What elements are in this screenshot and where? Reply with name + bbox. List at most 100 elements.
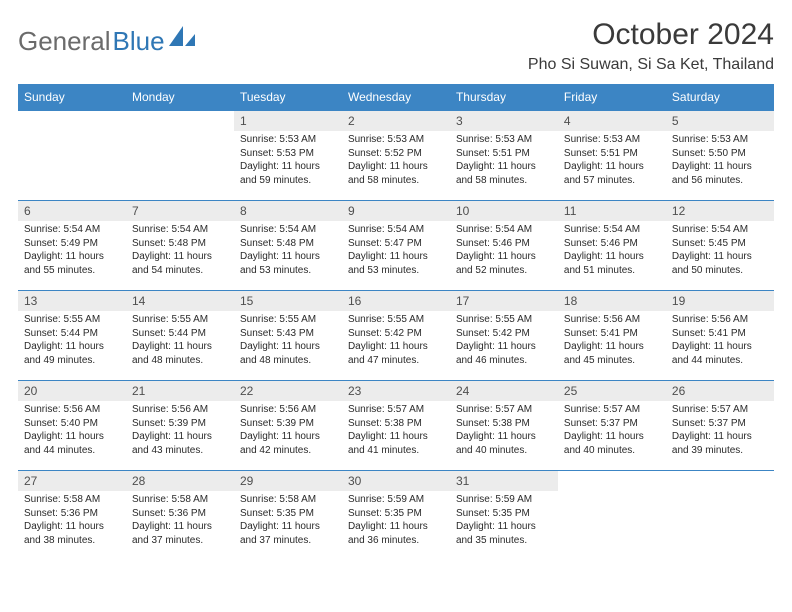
- day-cell: 21Sunrise: 5:56 AMSunset: 5:39 PMDayligh…: [126, 381, 234, 471]
- day-details: Sunrise: 5:58 AMSunset: 5:36 PMDaylight:…: [18, 491, 126, 551]
- day-number: [558, 471, 666, 491]
- daylight-text: Daylight: 11 hours and 43 minutes.: [132, 430, 228, 457]
- title-block: October 2024 Pho Si Suwan, Si Sa Ket, Th…: [528, 18, 774, 78]
- daylight-text: Daylight: 11 hours and 58 minutes.: [348, 160, 444, 187]
- daylight-text: Daylight: 11 hours and 59 minutes.: [240, 160, 336, 187]
- day-header-monday: Monday: [126, 84, 234, 111]
- day-number: 19: [666, 291, 774, 311]
- day-number: 29: [234, 471, 342, 491]
- sunrise-text: Sunrise: 5:59 AM: [348, 493, 444, 507]
- day-details: Sunrise: 5:53 AMSunset: 5:51 PMDaylight:…: [558, 131, 666, 191]
- day-cell: 28Sunrise: 5:58 AMSunset: 5:36 PMDayligh…: [126, 471, 234, 561]
- day-number: [18, 111, 126, 131]
- daylight-text: Daylight: 11 hours and 53 minutes.: [240, 250, 336, 277]
- day-details: Sunrise: 5:56 AMSunset: 5:41 PMDaylight:…: [558, 311, 666, 371]
- page-header: GeneralBlue October 2024 Pho Si Suwan, S…: [18, 18, 774, 78]
- sunrise-text: Sunrise: 5:54 AM: [564, 223, 660, 237]
- day-details: Sunrise: 5:53 AMSunset: 5:52 PMDaylight:…: [342, 131, 450, 191]
- daylight-text: Daylight: 11 hours and 44 minutes.: [24, 430, 120, 457]
- day-details: Sunrise: 5:55 AMSunset: 5:44 PMDaylight:…: [126, 311, 234, 371]
- day-cell: 10Sunrise: 5:54 AMSunset: 5:46 PMDayligh…: [450, 201, 558, 291]
- day-details: Sunrise: 5:53 AMSunset: 5:50 PMDaylight:…: [666, 131, 774, 191]
- day-number: 9: [342, 201, 450, 221]
- daylight-text: Daylight: 11 hours and 39 minutes.: [672, 430, 768, 457]
- day-details: Sunrise: 5:54 AMSunset: 5:46 PMDaylight:…: [450, 221, 558, 281]
- sunrise-text: Sunrise: 5:57 AM: [456, 403, 552, 417]
- sunset-text: Sunset: 5:45 PM: [672, 237, 768, 251]
- sunrise-text: Sunrise: 5:55 AM: [132, 313, 228, 327]
- daylight-text: Daylight: 11 hours and 57 minutes.: [564, 160, 660, 187]
- sunrise-text: Sunrise: 5:58 AM: [240, 493, 336, 507]
- day-number: 14: [126, 291, 234, 311]
- day-number: 2: [342, 111, 450, 131]
- sunrise-text: Sunrise: 5:56 AM: [24, 403, 120, 417]
- sunrise-text: Sunrise: 5:55 AM: [348, 313, 444, 327]
- day-cell: 11Sunrise: 5:54 AMSunset: 5:46 PMDayligh…: [558, 201, 666, 291]
- daylight-text: Daylight: 11 hours and 40 minutes.: [456, 430, 552, 457]
- day-number: 10: [450, 201, 558, 221]
- day-details: Sunrise: 5:56 AMSunset: 5:39 PMDaylight:…: [126, 401, 234, 461]
- day-details: Sunrise: 5:55 AMSunset: 5:44 PMDaylight:…: [18, 311, 126, 371]
- day-details: Sunrise: 5:54 AMSunset: 5:48 PMDaylight:…: [234, 221, 342, 281]
- sunrise-text: Sunrise: 5:55 AM: [456, 313, 552, 327]
- sunset-text: Sunset: 5:48 PM: [240, 237, 336, 251]
- sunset-text: Sunset: 5:51 PM: [564, 147, 660, 161]
- day-cell: 29Sunrise: 5:58 AMSunset: 5:35 PMDayligh…: [234, 471, 342, 561]
- daylight-text: Daylight: 11 hours and 58 minutes.: [456, 160, 552, 187]
- day-details: Sunrise: 5:53 AMSunset: 5:51 PMDaylight:…: [450, 131, 558, 191]
- day-number: 20: [18, 381, 126, 401]
- day-cell: 12Sunrise: 5:54 AMSunset: 5:45 PMDayligh…: [666, 201, 774, 291]
- daylight-text: Daylight: 11 hours and 44 minutes.: [672, 340, 768, 367]
- daylight-text: Daylight: 11 hours and 46 minutes.: [456, 340, 552, 367]
- day-number: 21: [126, 381, 234, 401]
- day-header-row: Sunday Monday Tuesday Wednesday Thursday…: [18, 84, 774, 111]
- day-number: 4: [558, 111, 666, 131]
- day-cell: 4Sunrise: 5:53 AMSunset: 5:51 PMDaylight…: [558, 111, 666, 201]
- week-row: 13Sunrise: 5:55 AMSunset: 5:44 PMDayligh…: [18, 291, 774, 381]
- day-details: Sunrise: 5:56 AMSunset: 5:39 PMDaylight:…: [234, 401, 342, 461]
- week-row: 20Sunrise: 5:56 AMSunset: 5:40 PMDayligh…: [18, 381, 774, 471]
- day-cell: 19Sunrise: 5:56 AMSunset: 5:41 PMDayligh…: [666, 291, 774, 381]
- daylight-text: Daylight: 11 hours and 45 minutes.: [564, 340, 660, 367]
- week-row: 1Sunrise: 5:53 AMSunset: 5:53 PMDaylight…: [18, 111, 774, 201]
- day-number: 27: [18, 471, 126, 491]
- day-cell: [666, 471, 774, 561]
- day-details: Sunrise: 5:54 AMSunset: 5:47 PMDaylight:…: [342, 221, 450, 281]
- day-cell: 22Sunrise: 5:56 AMSunset: 5:39 PMDayligh…: [234, 381, 342, 471]
- sunset-text: Sunset: 5:39 PM: [240, 417, 336, 431]
- sunset-text: Sunset: 5:46 PM: [456, 237, 552, 251]
- daylight-text: Daylight: 11 hours and 37 minutes.: [240, 520, 336, 547]
- sunset-text: Sunset: 5:35 PM: [456, 507, 552, 521]
- sunrise-text: Sunrise: 5:53 AM: [348, 133, 444, 147]
- sunrise-text: Sunrise: 5:58 AM: [132, 493, 228, 507]
- sunset-text: Sunset: 5:49 PM: [24, 237, 120, 251]
- sunrise-text: Sunrise: 5:57 AM: [672, 403, 768, 417]
- day-header-tuesday: Tuesday: [234, 84, 342, 111]
- logo-text-gray: General: [18, 26, 111, 57]
- day-number: [666, 471, 774, 491]
- sunrise-text: Sunrise: 5:56 AM: [240, 403, 336, 417]
- daylight-text: Daylight: 11 hours and 37 minutes.: [132, 520, 228, 547]
- day-number: 30: [342, 471, 450, 491]
- sunrise-text: Sunrise: 5:54 AM: [456, 223, 552, 237]
- logo-text-blue: Blue: [113, 26, 165, 57]
- sunrise-text: Sunrise: 5:53 AM: [240, 133, 336, 147]
- daylight-text: Daylight: 11 hours and 38 minutes.: [24, 520, 120, 547]
- location-subtitle: Pho Si Suwan, Si Sa Ket, Thailand: [528, 56, 774, 74]
- day-details: Sunrise: 5:58 AMSunset: 5:36 PMDaylight:…: [126, 491, 234, 551]
- day-cell: 24Sunrise: 5:57 AMSunset: 5:38 PMDayligh…: [450, 381, 558, 471]
- day-cell: 6Sunrise: 5:54 AMSunset: 5:49 PMDaylight…: [18, 201, 126, 291]
- sunrise-text: Sunrise: 5:55 AM: [240, 313, 336, 327]
- daylight-text: Daylight: 11 hours and 56 minutes.: [672, 160, 768, 187]
- sunrise-text: Sunrise: 5:54 AM: [132, 223, 228, 237]
- day-number: 22: [234, 381, 342, 401]
- day-details: Sunrise: 5:55 AMSunset: 5:43 PMDaylight:…: [234, 311, 342, 371]
- day-number: 15: [234, 291, 342, 311]
- day-cell: 7Sunrise: 5:54 AMSunset: 5:48 PMDaylight…: [126, 201, 234, 291]
- calendar-page: GeneralBlue October 2024 Pho Si Suwan, S…: [0, 0, 792, 612]
- sunset-text: Sunset: 5:41 PM: [672, 327, 768, 341]
- day-cell: 13Sunrise: 5:55 AMSunset: 5:44 PMDayligh…: [18, 291, 126, 381]
- day-number: 5: [666, 111, 774, 131]
- logo: GeneralBlue: [18, 18, 195, 57]
- day-details: Sunrise: 5:57 AMSunset: 5:38 PMDaylight:…: [450, 401, 558, 461]
